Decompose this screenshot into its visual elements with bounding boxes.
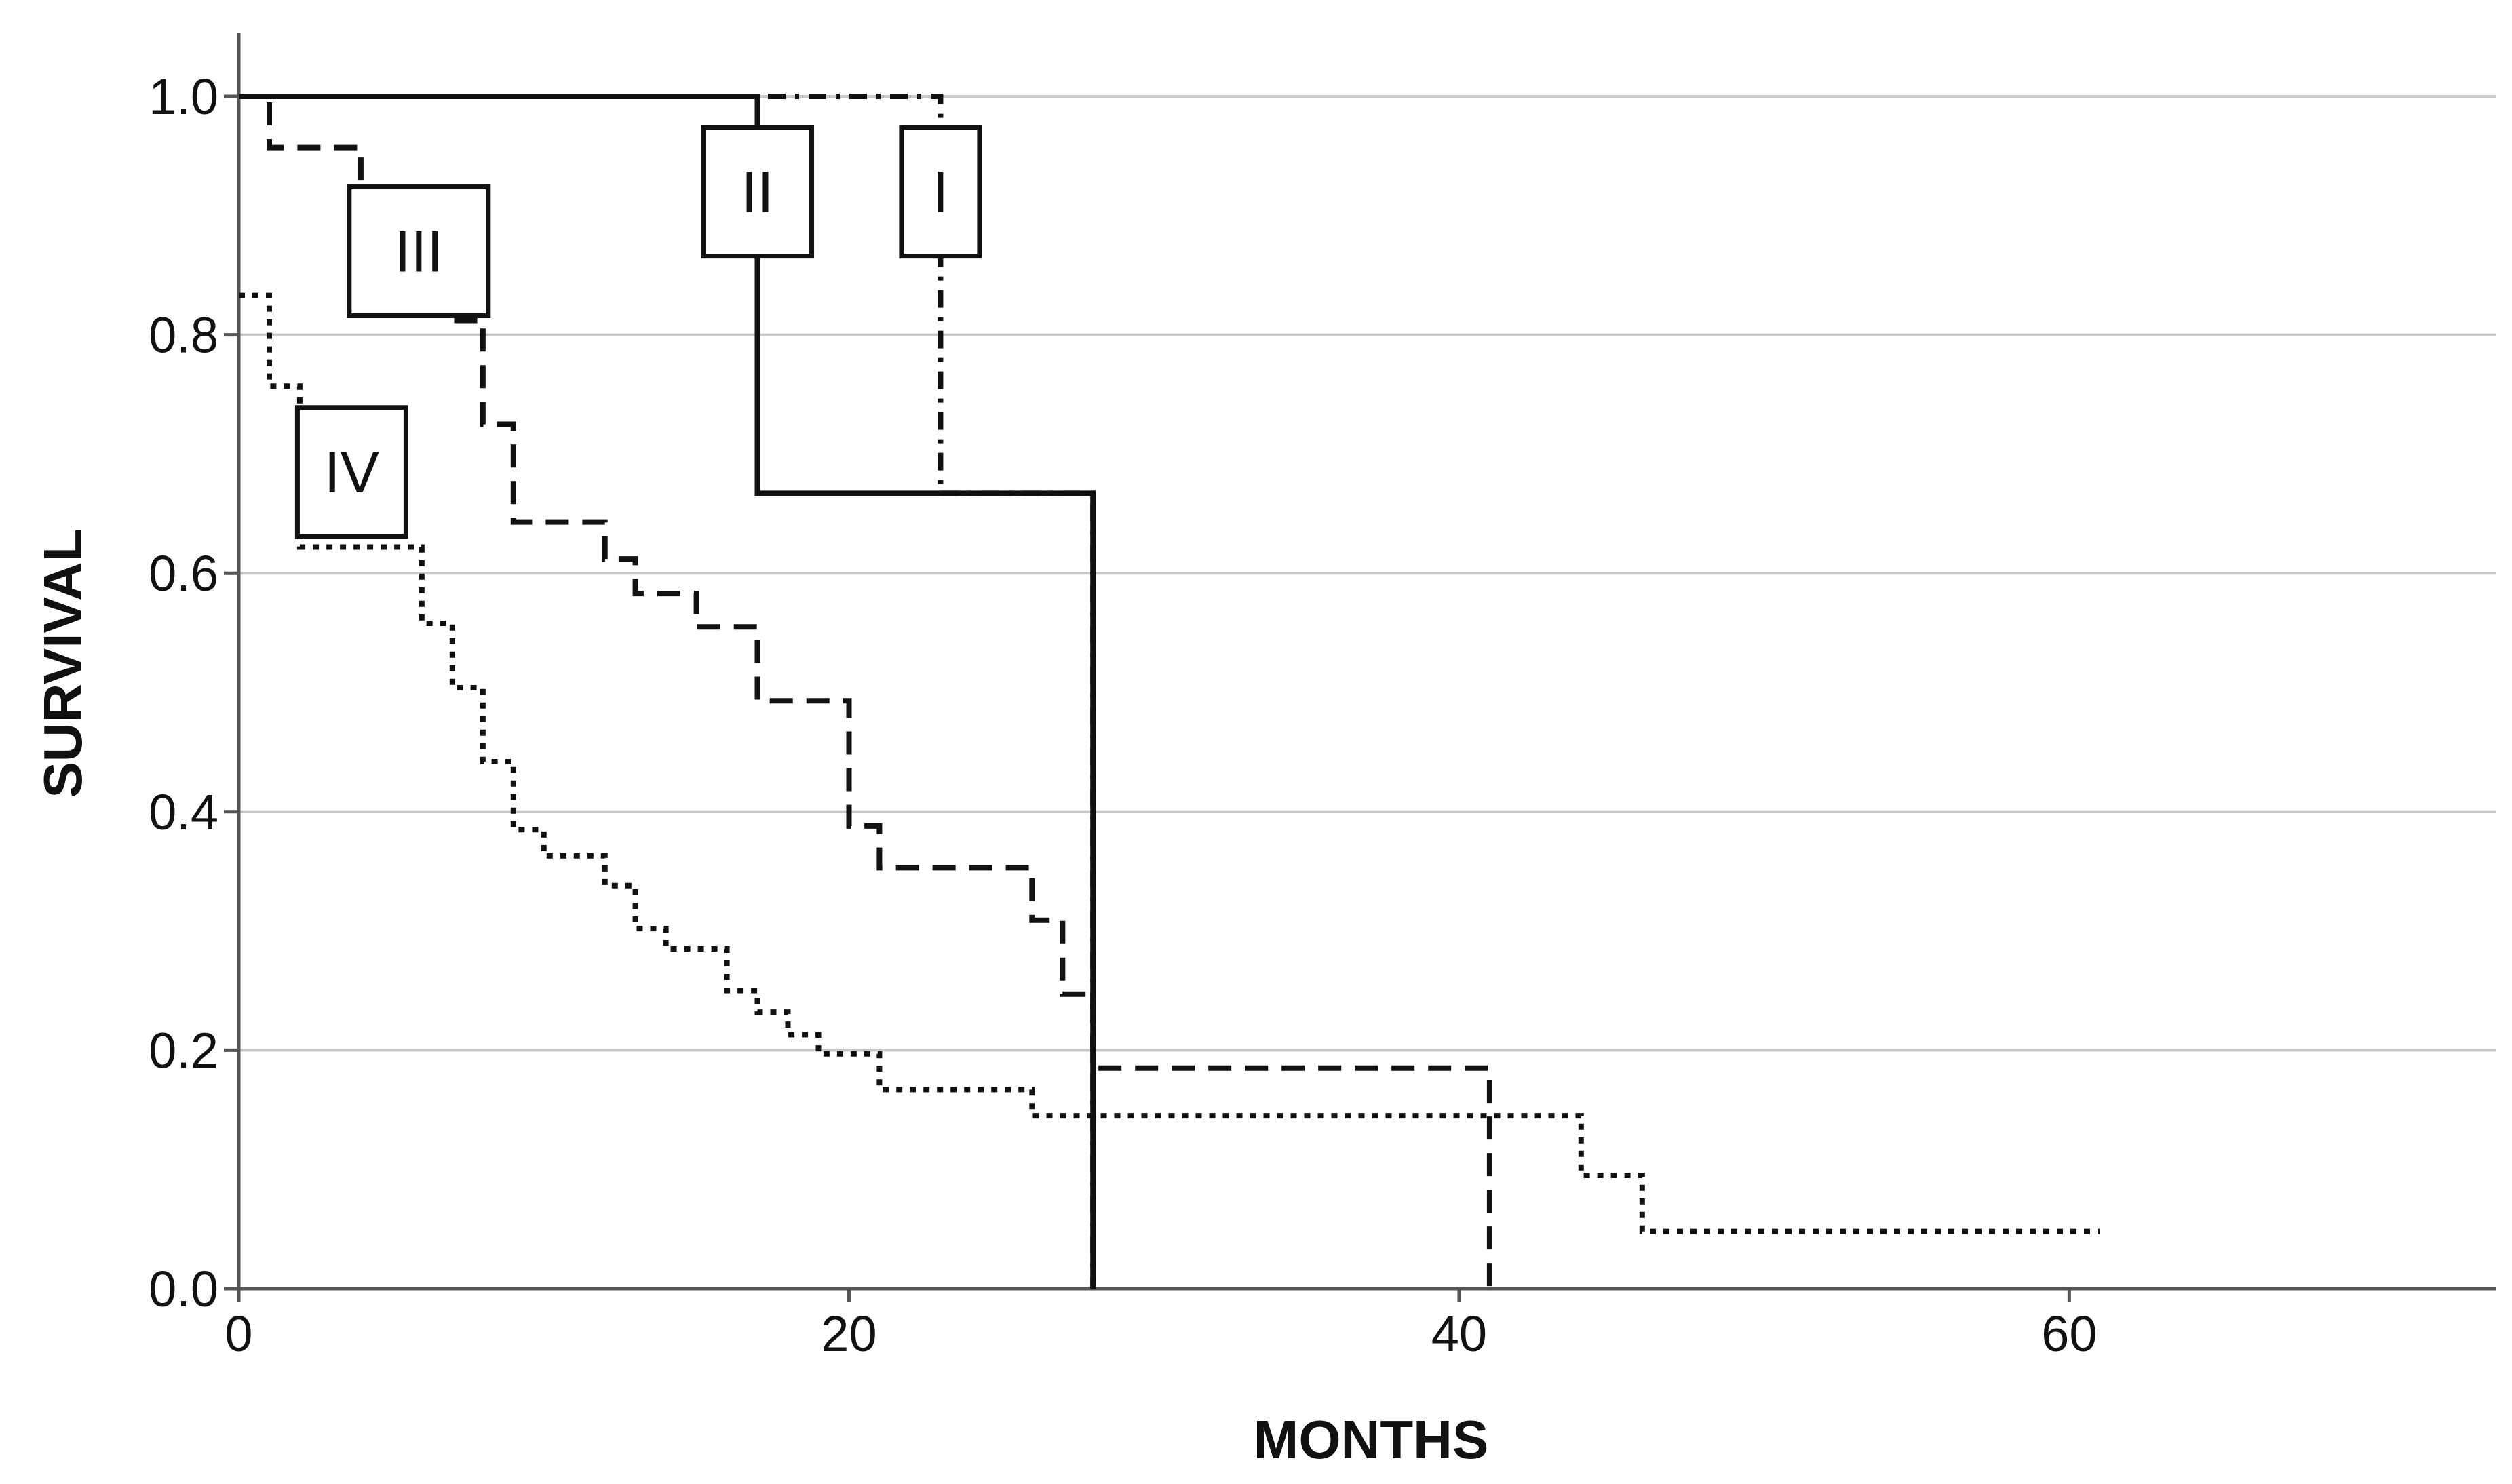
y-tick-label-5: 1.0: [149, 69, 218, 125]
x-tick-label-1: 20: [821, 1306, 876, 1362]
x-axis-title: MONTHS: [1254, 1409, 1489, 1470]
label-box-text-i: I: [932, 160, 948, 225]
label-box-text-iii: III: [394, 220, 443, 285]
x-tick-label-2: 40: [1431, 1306, 1487, 1362]
x-tick-label-3: 60: [2041, 1306, 2097, 1362]
y-tick-label-4: 0.8: [149, 307, 218, 364]
tick-labels: 0.0 0.2 0.4 0.6 0.8 1.0 0 20 40 60: [149, 69, 2097, 1362]
label-box-text-ii: II: [741, 160, 774, 225]
series-line-iii: [239, 94, 1492, 1289]
label-box-iv: [294, 405, 408, 539]
label-box-text-iv: IV: [324, 440, 379, 505]
label-box-iii: [347, 184, 491, 319]
label-box-i: [899, 125, 982, 259]
axes: [224, 33, 2496, 1302]
y-tick-label-1: 0.2: [149, 1022, 218, 1078]
y-tick-label-0: 0.0: [149, 1261, 218, 1317]
y-tick-label-2: 0.4: [149, 784, 218, 840]
series-lines: [239, 94, 2100, 1289]
series-line-iv: [239, 292, 2100, 1234]
y-axis-title: SURVIVAL: [33, 528, 93, 798]
x-tick-label-0: 0: [225, 1306, 252, 1362]
series-line-ii: [239, 94, 1096, 1289]
label-box-ii: [701, 125, 815, 259]
y-tick-label-3: 0.6: [149, 545, 218, 602]
gridlines: [239, 95, 2496, 1052]
